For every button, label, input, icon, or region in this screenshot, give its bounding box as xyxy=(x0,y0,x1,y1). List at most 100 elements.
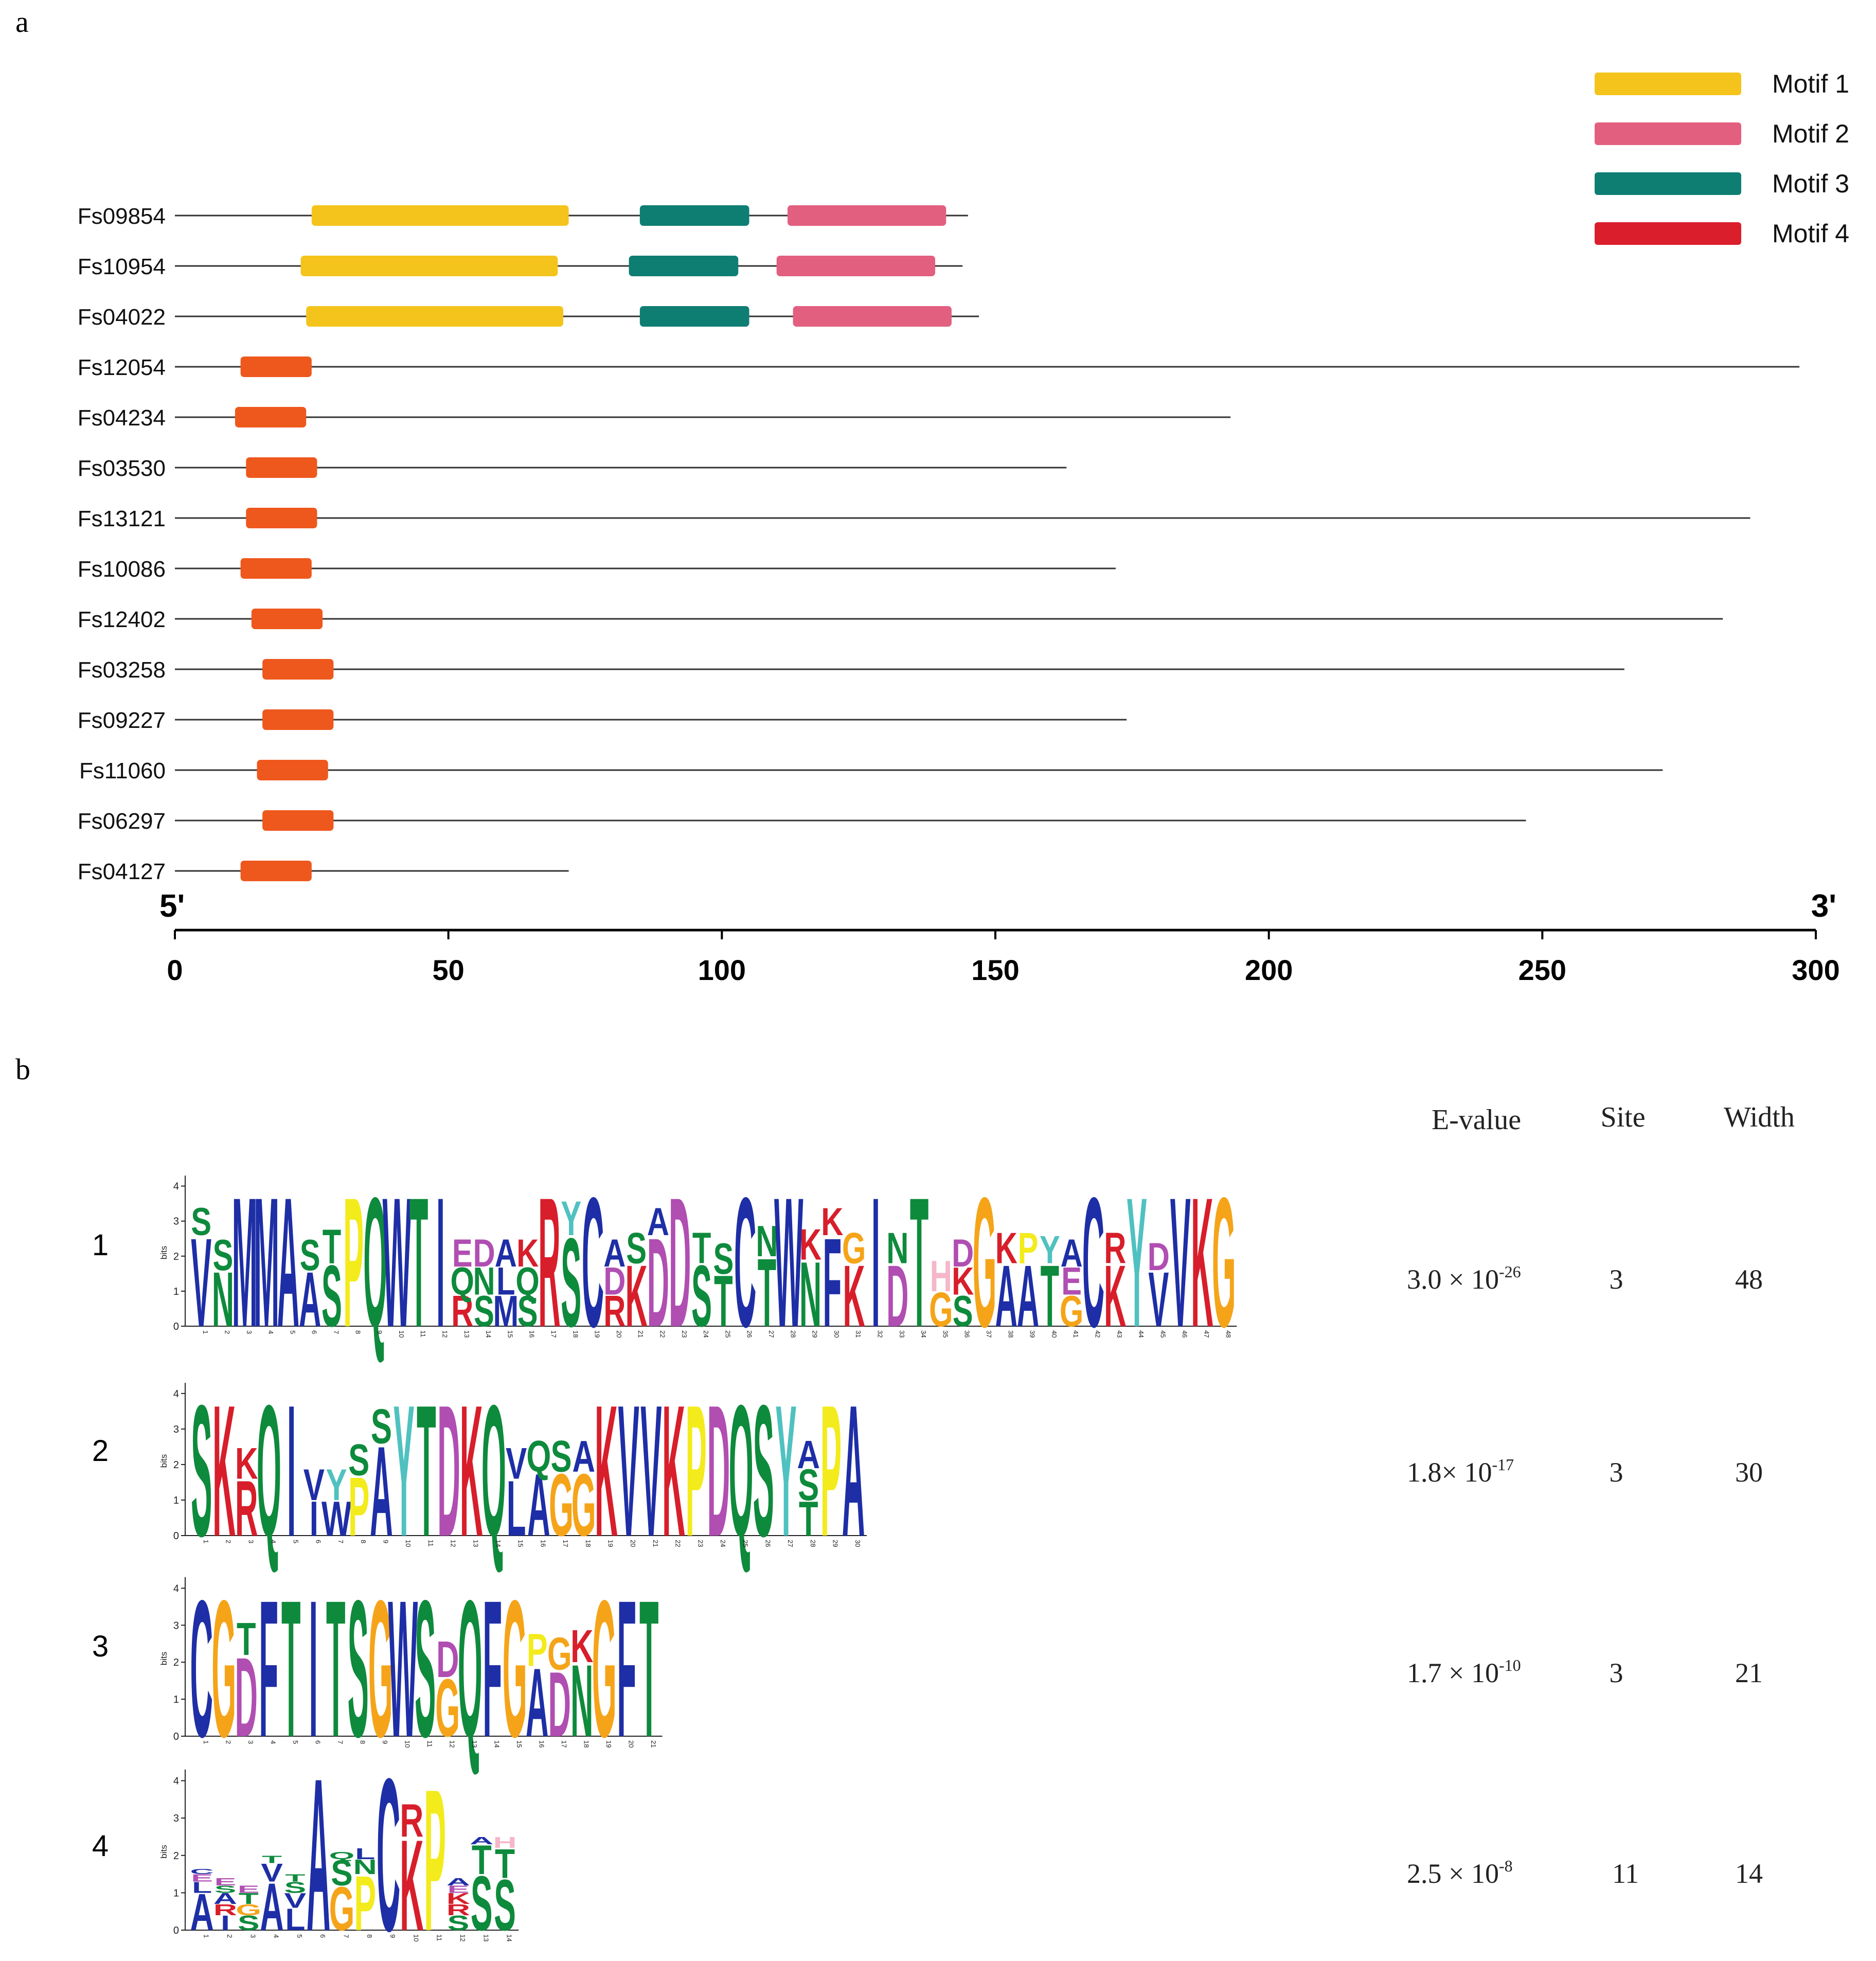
gene-row: Fs12402 xyxy=(78,607,1723,632)
logo-letter: D xyxy=(1148,1235,1170,1278)
logo-letter: H xyxy=(493,1834,516,1851)
gene-row: Fs09227 xyxy=(78,708,1127,733)
motif-4-block xyxy=(262,810,334,831)
logo-letter: A xyxy=(495,1232,517,1275)
logo-letter: P xyxy=(343,1159,364,1366)
logo-letter: T xyxy=(758,1238,776,1347)
logo-letter: K xyxy=(1104,1248,1126,1345)
logo-y-tick-label: 0 xyxy=(173,1925,179,1936)
logo-letter: S xyxy=(494,1865,516,1946)
logo-letter: T xyxy=(692,1223,711,1273)
logo-letter: D xyxy=(603,1260,626,1303)
motif-4-block xyxy=(240,356,312,377)
logo-letter: S xyxy=(753,1366,774,1576)
evalue-header: E-value xyxy=(1432,1104,1521,1136)
logo-position-label: 28 xyxy=(809,1540,817,1547)
logo-position-label: 6 xyxy=(314,1740,321,1744)
logo-letter: R xyxy=(213,1901,237,1919)
logo-letter: A xyxy=(470,1835,493,1847)
logo-position-label: 3 xyxy=(249,1934,257,1938)
logo-letter: S xyxy=(213,1230,234,1279)
logo-position-label: 3 xyxy=(245,1330,253,1334)
logo-letter: P xyxy=(686,1366,707,1576)
logo-position-label: 18 xyxy=(584,1540,592,1547)
logo-letter: V xyxy=(640,1366,662,1576)
panel-a-letter: a xyxy=(15,5,29,39)
motif-2-block xyxy=(776,256,936,276)
logo-letter: R xyxy=(603,1286,626,1335)
logo-letter: R xyxy=(400,1794,423,1847)
motif-4-block xyxy=(235,407,307,427)
motif-width: 48 xyxy=(1735,1264,1763,1295)
gene-name: Fs04234 xyxy=(78,405,166,431)
logo-letter: A xyxy=(260,1869,283,1945)
logo-position-label: 15 xyxy=(517,1540,525,1547)
motif-position-diagram: Motif 1 Motif 2 Motif 3 Motif 4 Fs09854 Fs10… xyxy=(78,69,1849,986)
three-prime-label: 3' xyxy=(1811,888,1836,924)
logo-y-tick-label: 2 xyxy=(173,1251,179,1262)
logo-letter: D xyxy=(235,1635,258,1761)
logo-letter: T xyxy=(472,1837,492,1883)
logo-letter: L xyxy=(355,1845,375,1863)
logo-position-label: 13 xyxy=(482,1934,490,1941)
logo-position-label: 11 xyxy=(426,1740,434,1748)
logo-position-label: 10 xyxy=(403,1740,411,1748)
logo-letter: Q xyxy=(458,1560,483,1778)
logo-y-tick-label: 3 xyxy=(173,1216,179,1227)
motif-3-block xyxy=(639,306,749,327)
logo-position-label: 30 xyxy=(833,1330,841,1338)
logo-position-label: 17 xyxy=(562,1540,569,1547)
logo-position-label: 21 xyxy=(637,1330,645,1338)
logo-position-label: 1 xyxy=(202,1330,209,1334)
motif-number: 3 xyxy=(92,1630,109,1663)
logo-letter: A xyxy=(603,1232,626,1275)
logo-position-label: 9 xyxy=(389,1934,397,1938)
logo-letter: G xyxy=(211,1560,236,1778)
logo-letter: A xyxy=(370,1420,393,1563)
logo-y-tick-label: 3 xyxy=(173,1620,179,1631)
logo-letter: T xyxy=(799,1491,818,1546)
logo-y-tick-label: 4 xyxy=(173,1388,179,1400)
logo-letter: I xyxy=(871,1159,880,1366)
logo-position-label: 9 xyxy=(381,1740,389,1744)
site-count: 3 xyxy=(1610,1457,1623,1488)
logo-letter: N xyxy=(473,1260,495,1303)
logo-letter: A xyxy=(842,1366,865,1576)
logo-letter: S xyxy=(713,1234,734,1283)
logo-letter: G xyxy=(329,1874,355,1944)
logo-position-label: 8 xyxy=(366,1934,373,1938)
logo-letter: N xyxy=(756,1216,778,1265)
logo-letter: S xyxy=(448,1912,470,1935)
logo-letter: F xyxy=(483,1560,502,1778)
gene-row: Fs13121 xyxy=(78,506,1750,531)
logo-letter: K xyxy=(995,1223,1017,1273)
logo-letter: D xyxy=(548,1653,571,1756)
logo-letter: T xyxy=(409,1159,428,1366)
logo-letter: R xyxy=(538,1159,560,1366)
logo-letter: D xyxy=(952,1232,974,1275)
logo-letter: P xyxy=(527,1625,548,1676)
logo-letter: T xyxy=(1041,1248,1059,1345)
logo-letter: L xyxy=(496,1260,515,1303)
logo-y-tick-label: 4 xyxy=(173,1583,179,1594)
axis-tick-label: 100 xyxy=(698,954,746,986)
logo-letter: A xyxy=(1017,1248,1039,1345)
logo-letter: I xyxy=(436,1159,445,1366)
axis-tick-label: 300 xyxy=(1792,954,1839,986)
legend-swatch-motif-1 xyxy=(1595,73,1741,95)
logo-position-label: 9 xyxy=(382,1540,389,1543)
evalue-exponent: -8 xyxy=(1499,1857,1513,1875)
logo-letter: S xyxy=(415,1560,436,1778)
logo-letter: S xyxy=(561,1211,581,1353)
logo-letter: Q xyxy=(481,1366,506,1576)
logo-position-label: 41 xyxy=(1072,1330,1080,1338)
logo-bits-label: bits xyxy=(159,1845,169,1858)
logo-position-label: 4 xyxy=(270,1540,277,1543)
motif-1-block xyxy=(311,205,569,226)
logo-position-label: 10 xyxy=(412,1934,420,1941)
logo-position-label: 29 xyxy=(831,1540,839,1547)
logo-letter: V xyxy=(618,1366,639,1576)
